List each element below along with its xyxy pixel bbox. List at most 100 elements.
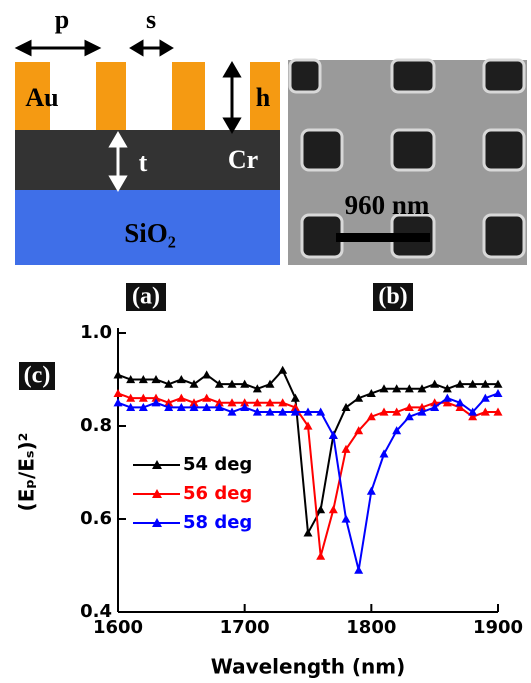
y-tick-label: 0.6 <box>80 508 112 529</box>
marker <box>404 412 414 421</box>
marker <box>468 379 478 388</box>
x-tick-label: 1600 <box>93 617 143 638</box>
panel-label-box <box>126 283 166 311</box>
marker <box>278 398 288 407</box>
marker <box>227 407 237 416</box>
marker <box>392 426 402 435</box>
cr-layer <box>15 130 280 190</box>
x-axis-label: Wavelength (nm) <box>211 655 406 679</box>
marker <box>430 379 440 388</box>
marker <box>354 565 364 574</box>
marker <box>341 514 351 523</box>
marker <box>138 375 148 384</box>
label-substrate: SiO₂ <box>124 218 176 248</box>
marker <box>430 402 440 411</box>
marker <box>303 407 313 416</box>
marker <box>189 402 199 411</box>
au-bar <box>250 62 280 130</box>
marker <box>480 407 490 416</box>
marker <box>366 388 376 398</box>
marker <box>442 393 452 402</box>
marker <box>316 505 326 514</box>
marker <box>328 505 338 514</box>
substrate <box>15 190 280 265</box>
marker <box>164 379 174 388</box>
marker <box>138 402 148 411</box>
marker <box>189 379 199 388</box>
au-bar <box>15 62 50 130</box>
scale-label: 960 nm <box>345 190 430 220</box>
marker <box>252 407 262 416</box>
marker <box>240 398 250 407</box>
legend-marker <box>152 489 162 498</box>
marker <box>126 375 136 384</box>
marker <box>404 402 414 411</box>
marker <box>202 370 212 379</box>
marker <box>290 402 300 411</box>
marker <box>417 407 427 416</box>
marker <box>392 384 402 393</box>
marker <box>290 407 300 416</box>
marker <box>240 402 250 411</box>
marker <box>404 384 414 393</box>
marker <box>164 402 174 411</box>
legend-marker <box>152 460 162 469</box>
marker <box>214 402 224 411</box>
marker <box>468 412 478 421</box>
x-tick-label: 1900 <box>473 617 523 638</box>
panel-label: (c) <box>24 363 51 389</box>
t-arrow <box>108 131 128 192</box>
marker <box>227 398 237 407</box>
marker <box>176 402 186 411</box>
marker <box>480 393 490 402</box>
chart: (c) (Eₚ/Eₛ)² Wavelength (nm) 0.4 0.6 0.8 1.… <box>15 322 524 679</box>
panel-label: (b) <box>378 284 407 310</box>
marker <box>455 398 465 407</box>
panel-label: (a) <box>132 284 160 310</box>
marker <box>164 398 174 407</box>
marker <box>176 393 186 402</box>
series-line <box>117 392 499 571</box>
marker <box>113 398 123 407</box>
marker <box>379 449 389 458</box>
label-p: p <box>55 5 69 34</box>
y-tick-label: 1.0 <box>80 322 112 343</box>
marker <box>417 402 427 411</box>
marker <box>341 444 351 453</box>
marker <box>341 402 351 411</box>
marker <box>442 384 452 393</box>
marker <box>442 398 452 407</box>
arrows <box>14 39 242 134</box>
marker <box>151 375 161 384</box>
legend-label: 56 deg <box>183 483 252 504</box>
panel-label-box <box>373 283 413 311</box>
au-bar <box>172 62 205 130</box>
marker <box>113 370 123 379</box>
marker <box>202 393 212 402</box>
marker <box>392 407 402 416</box>
marker <box>430 398 440 407</box>
micrograph: 960 nm (b) <box>288 58 527 311</box>
marker <box>126 393 136 402</box>
panel-label-box <box>19 362 55 390</box>
marker <box>455 379 465 388</box>
marker <box>328 430 338 439</box>
marker <box>265 407 275 416</box>
legend-label: 54 deg <box>183 454 252 475</box>
marker <box>316 407 326 416</box>
label-h: h <box>256 83 271 112</box>
label-t: t <box>139 148 148 177</box>
marker <box>303 421 313 430</box>
legend-marker <box>152 518 162 527</box>
marker <box>151 398 161 407</box>
legend-label: 58 deg <box>183 512 252 533</box>
marker <box>240 379 250 388</box>
marker <box>468 407 478 416</box>
marker <box>354 426 364 435</box>
marker <box>379 384 389 393</box>
x-tick-label: 1700 <box>220 617 270 638</box>
marker <box>493 407 503 416</box>
scale-bar <box>336 233 430 242</box>
schematic: p s h t Au Cr SiO₂ (a) <box>14 5 280 311</box>
y-axis-label: (Eₚ/Eₛ)² <box>15 433 39 512</box>
